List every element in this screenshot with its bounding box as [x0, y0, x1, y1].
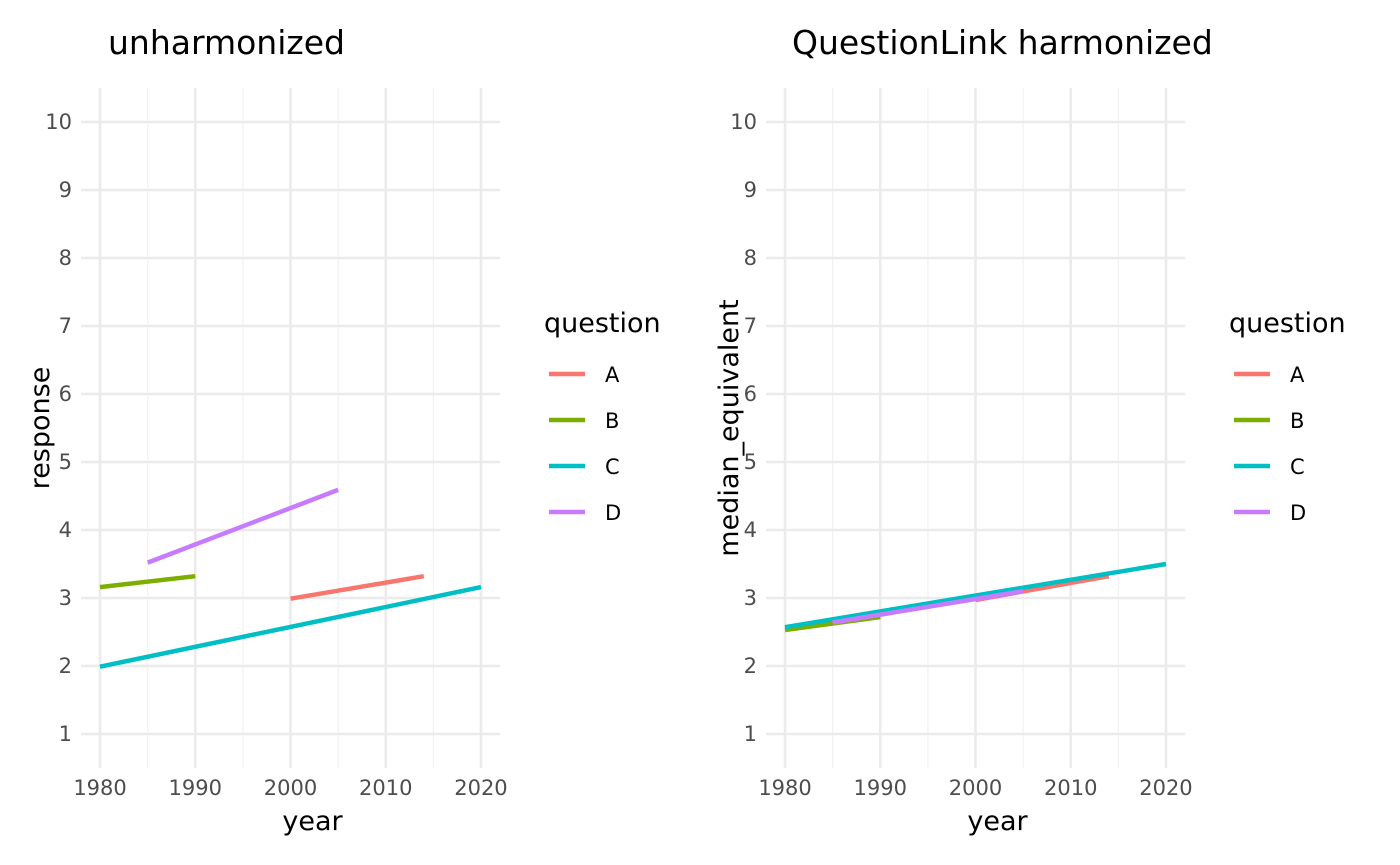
y-tick-labels: 1 2 3 4 5 6 7 8 9 10	[730, 110, 757, 746]
y-tick-label: 1	[744, 722, 757, 746]
x-tick-label: 2010	[359, 776, 412, 800]
panel-unharmonized: 1980 1990 2000 2010 2020 1 2 3 4 5 6 7 8 9 10 unharmo…	[25, 23, 661, 837]
legend-label: B	[1290, 409, 1304, 433]
x-tick-label: 2000	[949, 776, 1002, 800]
series-line-a	[290, 573, 425, 601]
series-line-d	[832, 588, 1024, 625]
series-lines	[784, 561, 1167, 633]
x-tick-label: 2010	[1044, 776, 1097, 800]
legend-label: D	[1290, 501, 1306, 525]
panel-title: unharmonized	[108, 23, 345, 62]
plot-grid	[766, 88, 1185, 768]
series-line-c	[99, 584, 482, 669]
x-tick-label: 1980	[73, 776, 126, 800]
legend-label: D	[605, 501, 621, 525]
y-tick-label: 7	[744, 314, 757, 338]
x-tick-label: 1990	[169, 776, 222, 800]
y-tick-label: 3	[59, 586, 72, 610]
y-tick-labels: 1 2 3 4 5 6 7 8 9 10	[45, 110, 72, 746]
legend-label: A	[605, 363, 620, 387]
panel-questionlink-harmonized: 1980 1990 2000 2010 2020 1 2 3 4 5 6 7 8 9 10 Questio…	[714, 23, 1346, 837]
y-tick-label: 6	[744, 382, 757, 406]
y-tick-label: 9	[744, 178, 757, 202]
legend-title: question	[1229, 308, 1346, 339]
y-tick-label: 10	[45, 110, 72, 134]
legend-label: C	[605, 455, 620, 479]
x-tick-label: 1990	[854, 776, 907, 800]
x-tick-label: 2000	[264, 776, 317, 800]
y-tick-label: 6	[59, 382, 72, 406]
x-tick-labels: 1980 1990 2000 2010 2020	[73, 776, 507, 800]
x-tick-label: 2020	[454, 776, 507, 800]
y-tick-label: 2	[744, 654, 757, 678]
panel-title: QuestionLink harmonized	[792, 23, 1213, 62]
y-tick-label: 4	[59, 518, 72, 542]
x-tick-labels: 1980 1990 2000 2010 2020	[758, 776, 1192, 800]
x-axis-title: year	[967, 806, 1028, 837]
legend-title: question	[544, 308, 661, 339]
y-tick-label: 2	[59, 654, 72, 678]
y-tick-label: 5	[59, 450, 72, 474]
x-tick-label: 2020	[1139, 776, 1192, 800]
y-axis-title: response	[25, 367, 56, 490]
x-tick-label: 1980	[758, 776, 811, 800]
legend-label: C	[1290, 455, 1305, 479]
series-lines	[99, 487, 482, 669]
series-line-b	[99, 573, 196, 590]
series-line-c	[784, 561, 1167, 630]
y-tick-label: 3	[744, 586, 757, 610]
plot-grid	[81, 88, 500, 768]
y-tick-label: 10	[730, 110, 757, 134]
y-axis-title: median_equivalent	[714, 299, 745, 556]
y-tick-label: 8	[744, 246, 757, 270]
x-axis-title: year	[282, 806, 343, 837]
legend-label: B	[605, 409, 619, 433]
y-tick-label: 9	[59, 178, 72, 202]
legend-label: A	[1290, 363, 1305, 387]
y-tick-label: 8	[59, 246, 72, 270]
series-line-d	[146, 487, 339, 565]
y-tick-label: 7	[59, 314, 72, 338]
y-tick-label: 5	[744, 450, 757, 474]
y-tick-label: 4	[744, 518, 757, 542]
y-tick-label: 1	[59, 722, 72, 746]
